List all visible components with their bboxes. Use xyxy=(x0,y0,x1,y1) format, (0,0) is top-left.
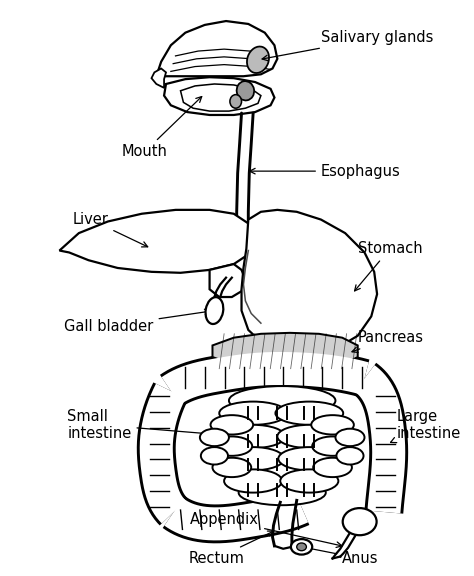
Ellipse shape xyxy=(297,543,306,551)
Polygon shape xyxy=(164,77,274,115)
Ellipse shape xyxy=(234,434,330,461)
Text: Large
intestine: Large intestine xyxy=(391,408,461,442)
Ellipse shape xyxy=(229,386,336,415)
Ellipse shape xyxy=(312,437,353,456)
Polygon shape xyxy=(212,333,358,369)
Text: Appendix: Appendix xyxy=(190,512,342,547)
Ellipse shape xyxy=(200,429,229,446)
Ellipse shape xyxy=(278,447,340,471)
Text: Liver: Liver xyxy=(73,212,148,247)
Ellipse shape xyxy=(343,508,377,535)
Ellipse shape xyxy=(238,480,326,505)
Text: Small
intestine: Small intestine xyxy=(67,408,237,441)
Ellipse shape xyxy=(219,401,287,425)
Ellipse shape xyxy=(232,411,333,438)
Ellipse shape xyxy=(236,458,328,485)
Text: Stomach: Stomach xyxy=(355,241,422,291)
Ellipse shape xyxy=(277,425,341,448)
Text: Rectum: Rectum xyxy=(189,531,273,566)
Ellipse shape xyxy=(311,415,354,434)
Polygon shape xyxy=(242,210,377,353)
Ellipse shape xyxy=(206,297,223,324)
Ellipse shape xyxy=(275,401,343,425)
Text: Salivary glands: Salivary glands xyxy=(262,30,433,60)
Polygon shape xyxy=(210,264,246,297)
Text: Anus: Anus xyxy=(306,546,379,566)
Text: Esophagus: Esophagus xyxy=(250,164,401,179)
Ellipse shape xyxy=(224,469,282,492)
Ellipse shape xyxy=(201,447,228,464)
Ellipse shape xyxy=(221,425,285,448)
Ellipse shape xyxy=(211,437,252,456)
Text: Pancreas: Pancreas xyxy=(352,330,424,353)
Ellipse shape xyxy=(337,447,364,464)
Ellipse shape xyxy=(210,415,253,434)
Ellipse shape xyxy=(291,539,312,555)
Text: Gall bladder: Gall bladder xyxy=(64,309,210,334)
Text: Mouth: Mouth xyxy=(122,97,202,160)
Ellipse shape xyxy=(230,94,242,108)
Ellipse shape xyxy=(313,458,352,477)
Ellipse shape xyxy=(222,447,284,471)
Polygon shape xyxy=(181,84,261,111)
Ellipse shape xyxy=(280,469,338,492)
Ellipse shape xyxy=(212,458,251,477)
Ellipse shape xyxy=(237,81,254,100)
Ellipse shape xyxy=(336,429,365,446)
Polygon shape xyxy=(60,210,253,273)
Polygon shape xyxy=(156,21,277,76)
Ellipse shape xyxy=(247,47,269,73)
Polygon shape xyxy=(152,69,166,88)
